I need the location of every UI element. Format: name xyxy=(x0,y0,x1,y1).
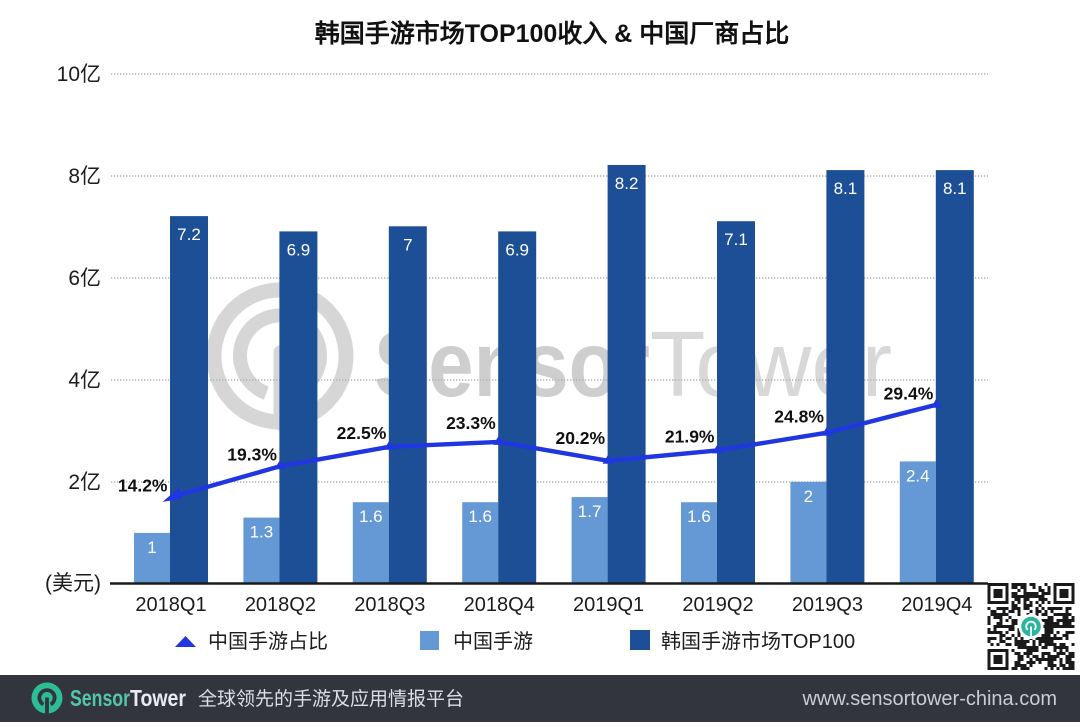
svg-text:1.7: 1.7 xyxy=(578,502,602,521)
svg-text:2.4: 2.4 xyxy=(906,466,930,485)
svg-text:29.4%: 29.4% xyxy=(884,384,934,404)
svg-text:6.9: 6.9 xyxy=(287,240,311,259)
svg-text:2018Q2: 2018Q2 xyxy=(245,594,316,616)
svg-text:10亿: 10亿 xyxy=(57,63,101,86)
svg-text:2018Q3: 2018Q3 xyxy=(354,594,425,616)
svg-text:1.3: 1.3 xyxy=(250,523,274,542)
svg-text:7: 7 xyxy=(403,235,412,254)
svg-text:14.2%: 14.2% xyxy=(118,475,168,495)
svg-text:2019Q1: 2019Q1 xyxy=(573,594,644,616)
svg-text:6.9: 6.9 xyxy=(505,240,529,259)
svg-text:2018Q4: 2018Q4 xyxy=(464,594,535,616)
svg-text:2018Q1: 2018Q1 xyxy=(135,594,206,616)
svg-text:24.8%: 24.8% xyxy=(774,407,824,427)
svg-text:8.1: 8.1 xyxy=(834,179,858,198)
svg-text:韩国手游市场TOP100收入 & 中国厂商占比: 韩国手游市场TOP100收入 & 中国厂商占比 xyxy=(315,19,790,48)
svg-text:(美元): (美元) xyxy=(45,572,101,595)
svg-text:1.6: 1.6 xyxy=(468,507,492,526)
svg-text:19.3%: 19.3% xyxy=(227,444,277,464)
svg-text:7.2: 7.2 xyxy=(177,225,201,244)
svg-text:1.6: 1.6 xyxy=(359,507,383,526)
svg-text:2: 2 xyxy=(804,487,813,506)
svg-text:中国手游占比: 中国手游占比 xyxy=(208,630,328,653)
svg-text:22.5%: 22.5% xyxy=(337,423,387,443)
svg-text:2亿: 2亿 xyxy=(68,471,101,494)
svg-text:韩国手游市场TOP100: 韩国手游市场TOP100 xyxy=(661,630,855,653)
svg-text:Sensor: Sensor xyxy=(70,685,130,711)
svg-text:23.3%: 23.3% xyxy=(446,413,496,433)
svg-text:8.2: 8.2 xyxy=(615,174,639,193)
svg-text:1: 1 xyxy=(147,538,156,557)
svg-text:7.1: 7.1 xyxy=(724,230,748,249)
svg-text:2019Q3: 2019Q3 xyxy=(792,594,863,616)
svg-text:4亿: 4亿 xyxy=(68,369,101,392)
svg-text:1.6: 1.6 xyxy=(687,507,711,526)
svg-text:20.2%: 20.2% xyxy=(555,428,605,448)
svg-text:中国手游: 中国手游 xyxy=(453,630,533,653)
svg-text:21.9%: 21.9% xyxy=(665,426,715,446)
svg-text:2019Q2: 2019Q2 xyxy=(682,594,753,616)
svg-text:8亿: 8亿 xyxy=(68,165,101,188)
svg-text:2019Q4: 2019Q4 xyxy=(901,594,972,616)
svg-text:Tower: Tower xyxy=(130,685,186,711)
svg-text:8.1: 8.1 xyxy=(943,179,967,198)
svg-text:全球领先的手游及应用情报平台: 全球领先的手游及应用情报平台 xyxy=(198,688,464,710)
svg-text:www.sensortower-china.com: www.sensortower-china.com xyxy=(801,688,1057,710)
svg-text:6亿: 6亿 xyxy=(68,267,101,290)
